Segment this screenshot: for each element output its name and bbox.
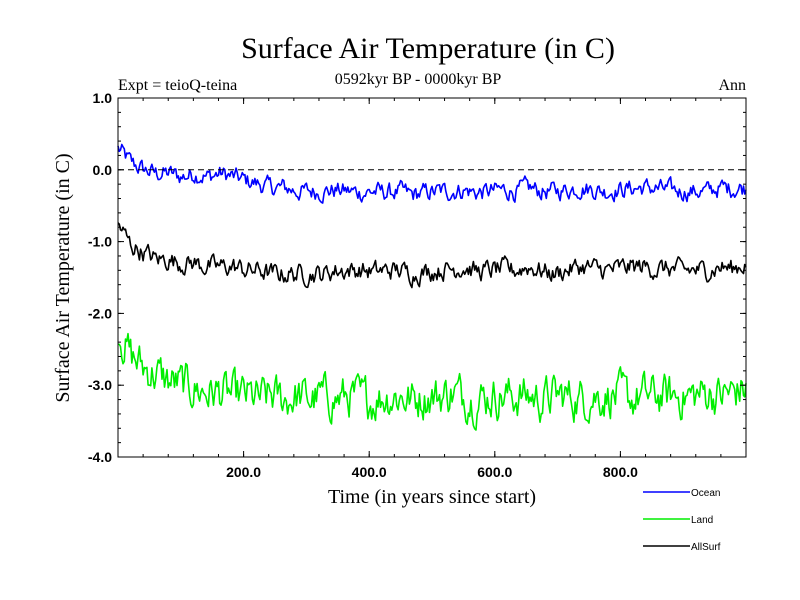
x-tick-label: 200.0 xyxy=(226,464,261,480)
legend: Ocean Land AllSurf xyxy=(643,488,721,553)
legend-label-ocean: Ocean xyxy=(691,488,720,499)
series-line-land xyxy=(117,332,747,431)
x-tick-label: 800.0 xyxy=(603,464,638,480)
y-tick-label: -2.0 xyxy=(88,305,112,321)
y-tick-label: -4.0 xyxy=(88,449,112,465)
chart-title: Surface Air Temperature (in C) xyxy=(241,32,615,65)
legend-label-allsurf: AllSurf xyxy=(691,542,721,553)
y-axis-label: Surface Air Temperature (in C) xyxy=(52,153,74,402)
y-tick-label: -1.0 xyxy=(88,234,112,250)
x-tick-label: 400.0 xyxy=(352,464,387,480)
season-label: Ann xyxy=(718,77,746,94)
series-line-ocean xyxy=(117,143,747,204)
y-tick-label: 0.0 xyxy=(93,162,113,178)
x-tick-label: 600.0 xyxy=(477,464,512,480)
legend-label-land: Land xyxy=(691,515,713,526)
y-tick-label: 1.0 xyxy=(93,90,113,106)
series-layer xyxy=(117,143,747,431)
plot-frame xyxy=(117,97,747,458)
ticks-layer: 1.0 0.0 -1.0 -2.0 -3.0 -4.0 200.0 400.0 600.0 800… xyxy=(88,90,746,480)
chart-subtitle: 0592kyr BP - 0000kyr BP xyxy=(335,71,502,88)
y-tick-label: -3.0 xyxy=(88,377,112,393)
experiment-label: Expt = teioQ-teina xyxy=(118,77,237,94)
x-axis-label: Time (in years since start) xyxy=(328,486,536,508)
series-line-allsurf xyxy=(117,222,747,289)
